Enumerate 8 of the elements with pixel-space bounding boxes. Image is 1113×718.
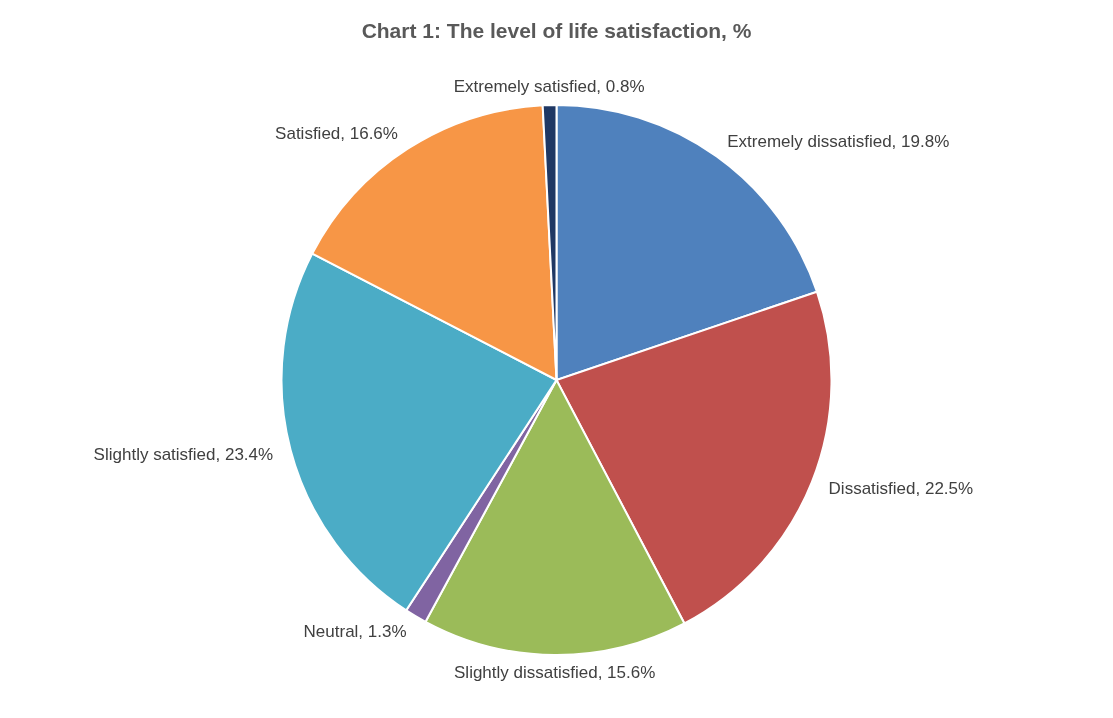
slice-label: Slightly satisfied, 23.4%	[93, 444, 274, 464]
chart-title: Chart 1: The level of life satisfaction, %	[361, 19, 752, 42]
slice-label: Extremely satisfied, 0.8%	[453, 77, 645, 97]
slice-label: Slightly dissatisfied, 15.6%	[454, 662, 656, 682]
slice-label: Extremely dissatisfied, 19.8%	[727, 131, 950, 151]
slice-label: Neutral, 1.3%	[303, 621, 407, 641]
slice-label: Dissatisfied, 22.5%	[828, 478, 974, 498]
slice-label: Satisfied, 16.6%	[275, 123, 398, 143]
